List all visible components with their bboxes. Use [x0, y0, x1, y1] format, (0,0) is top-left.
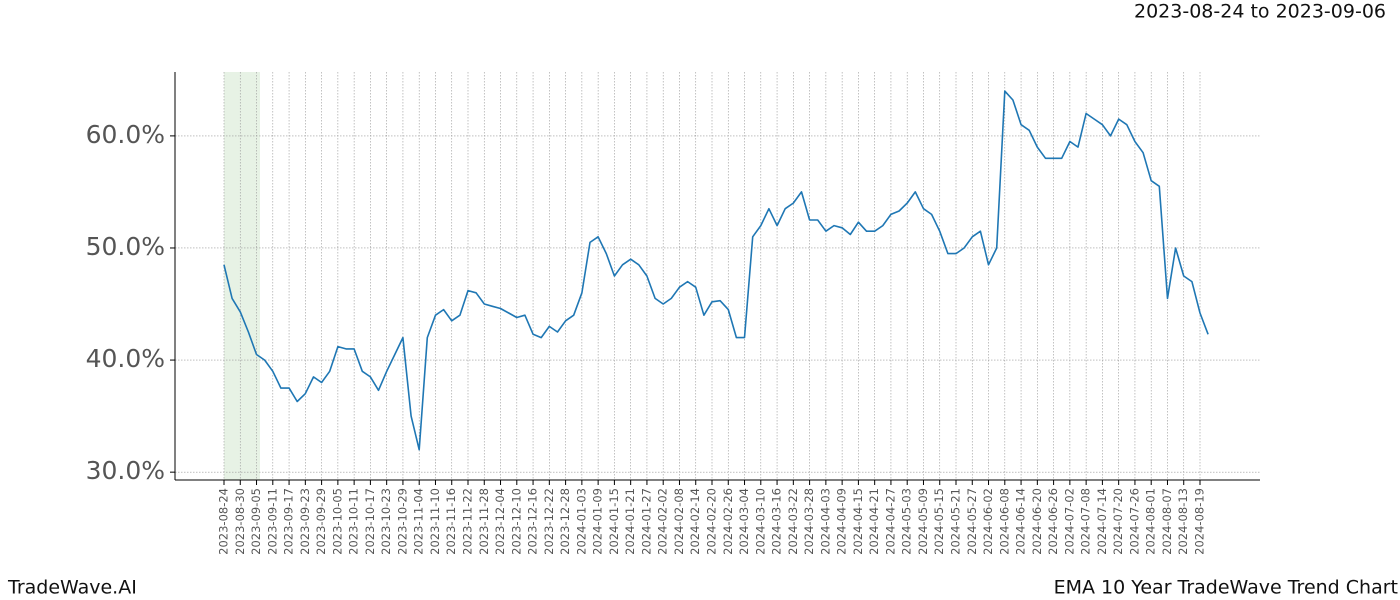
x-tick-label: 2024-02-20: [705, 488, 719, 555]
x-tick-label: 2023-11-22: [461, 488, 475, 555]
x-tick-label: 2024-04-21: [867, 488, 881, 555]
x-tick-label: 2024-07-02: [1062, 488, 1076, 555]
x-tick-label: 2023-11-28: [477, 488, 491, 555]
x-tick-label: 2024-04-15: [851, 488, 865, 555]
x-tick-label: 2024-08-07: [1160, 488, 1174, 555]
x-tick-label: 2023-09-23: [298, 488, 312, 555]
y-tick-label: 60.0%: [86, 120, 165, 149]
grid: [175, 72, 1260, 480]
x-tick-label: 2024-06-02: [981, 488, 995, 555]
x-tick-label: 2024-03-04: [737, 488, 751, 555]
x-tick-label: 2024-04-09: [835, 488, 849, 555]
x-tick-label: 2023-10-05: [330, 488, 344, 555]
x-tick-label: 2023-09-11: [265, 488, 279, 555]
x-tick-label: 2023-11-04: [412, 488, 426, 555]
y-tick-label: 30.0%: [86, 456, 165, 485]
x-tick-label: 2024-06-14: [1014, 488, 1028, 555]
x-tick-label: 2024-03-28: [802, 488, 816, 555]
x-tick-label: 2023-09-29: [314, 488, 328, 555]
x-tick-label: 2023-09-17: [282, 488, 296, 555]
x-tick-label: 2023-09-05: [249, 488, 263, 555]
x-tick-label: 2023-12-16: [526, 488, 540, 555]
y-tick-label: 40.0%: [86, 344, 165, 373]
x-tick-label: 2024-07-14: [1095, 488, 1109, 555]
x-tick-label: 2024-01-09: [591, 488, 605, 555]
x-tick-label: 2024-08-01: [1144, 488, 1158, 555]
y-tick-label: 50.0%: [86, 232, 165, 261]
x-tick-label: 2024-05-15: [932, 488, 946, 555]
x-tick-label: 2024-03-16: [770, 488, 784, 555]
x-tick-label: 2024-08-19: [1193, 488, 1207, 555]
x-tick-label: 2023-08-24: [217, 488, 231, 555]
x-tick-label: 2024-03-10: [753, 488, 767, 555]
x-tick-label: 2023-10-29: [395, 488, 409, 555]
x-tick-label: 2023-12-28: [558, 488, 572, 555]
x-tick-label: 2023-12-22: [542, 488, 556, 555]
date-range: 2023-08-24 to 2023-09-06: [1134, 1, 1386, 23]
x-tick-label: 2023-11-16: [444, 488, 458, 555]
x-tick-label: 2024-04-03: [818, 488, 832, 555]
x-tick-label: 2024-06-26: [1046, 488, 1060, 555]
x-tick-label: 2023-12-10: [509, 488, 523, 555]
x-tick-label: 2024-06-20: [1030, 488, 1044, 555]
x-tick-label: 2024-07-26: [1127, 488, 1141, 555]
highlight-span: [224, 72, 260, 480]
x-tick-label: 2024-01-03: [574, 488, 588, 555]
x-tick-label: 2024-05-03: [900, 488, 914, 555]
x-tick-label: 2024-06-08: [997, 488, 1011, 555]
x-tick-label: 2024-02-14: [688, 488, 702, 555]
x-tick-label: 2024-01-21: [623, 488, 637, 555]
x-tick-label: 2023-10-23: [379, 488, 393, 555]
x-tick-label: 2024-03-22: [786, 488, 800, 555]
caption: EMA 10 Year TradeWave Trend Chart: [1054, 577, 1398, 599]
x-tick-label: 2024-05-27: [965, 488, 979, 555]
x-tick-label: 2024-02-26: [721, 488, 735, 555]
x-tick-label: 2023-10-17: [363, 488, 377, 555]
brand: TradeWave.AI: [7, 577, 137, 599]
x-tick-label: 2024-02-08: [672, 488, 686, 555]
x-tick-label: 2024-07-20: [1111, 488, 1125, 555]
line-series: [223, 90, 1209, 451]
x-tick-label: 2024-01-27: [639, 488, 653, 555]
x-tick-label: 2024-02-02: [656, 488, 670, 555]
x-tick-label: 2024-05-09: [916, 488, 930, 555]
x-tick-label: 2024-08-13: [1176, 488, 1190, 555]
x-tick-label: 2024-01-15: [607, 488, 621, 555]
plot: [223, 90, 1209, 451]
x-tick-label: 2024-05-21: [949, 488, 963, 555]
x-tick-label: 2024-07-08: [1079, 488, 1093, 555]
x-tick-label: 2023-10-11: [347, 488, 361, 555]
x-tick-label: 2023-12-04: [493, 488, 507, 555]
x-tick-label: 2024-04-27: [883, 488, 897, 555]
x-tick-label: 2023-11-10: [428, 488, 442, 555]
x-tick-label: 2023-08-30: [233, 488, 247, 555]
